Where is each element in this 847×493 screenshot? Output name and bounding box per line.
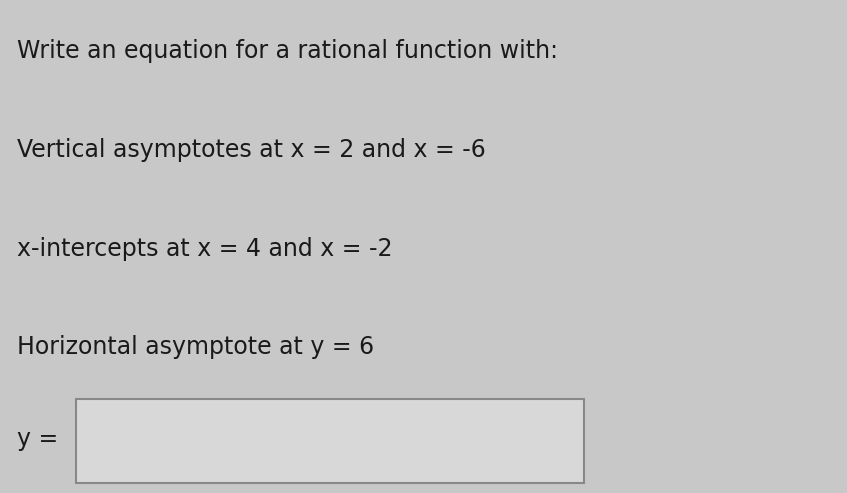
- Text: Horizontal asymptote at y = 6: Horizontal asymptote at y = 6: [17, 335, 374, 359]
- Text: y =: y =: [17, 427, 58, 451]
- Text: Vertical asymptotes at x = 2 and x = -6: Vertical asymptotes at x = 2 and x = -6: [17, 138, 485, 162]
- Text: Write an equation for a rational function with:: Write an equation for a rational functio…: [17, 39, 558, 64]
- Text: x-intercepts at x = 4 and x = -2: x-intercepts at x = 4 and x = -2: [17, 237, 392, 261]
- FancyBboxPatch shape: [76, 399, 584, 483]
